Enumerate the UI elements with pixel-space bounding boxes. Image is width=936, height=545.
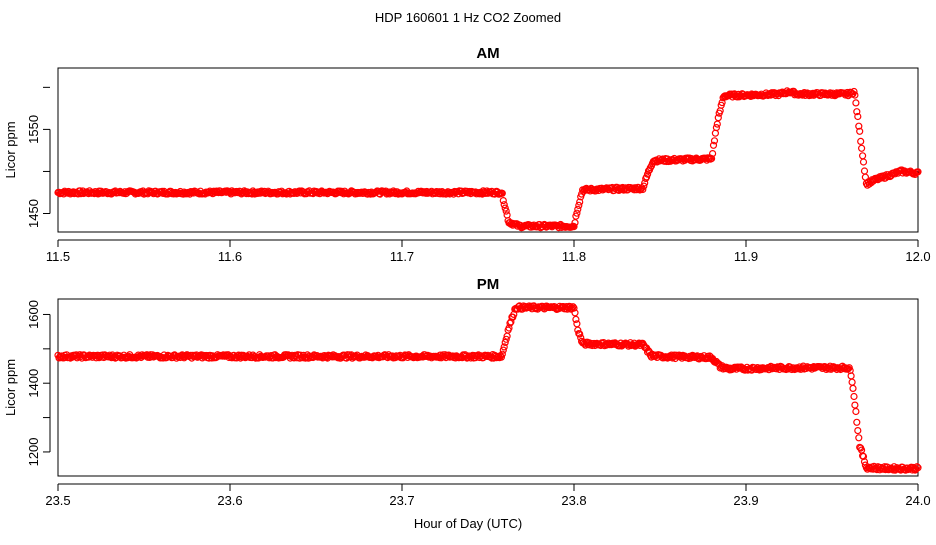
panel-am-data-point — [853, 108, 861, 116]
panel-am-data-point — [640, 182, 648, 190]
panel-pm-data-point — [505, 324, 513, 332]
panel-am-data-point — [857, 137, 865, 145]
panel-am-x-tick-label: 11.9 — [734, 249, 758, 264]
panel-pm-data-point — [854, 427, 862, 435]
panel-am-title: AM — [476, 45, 499, 62]
panel-am-x-tick-label: 11.7 — [390, 249, 414, 264]
panel-am-x-tick-label: 11.5 — [46, 249, 70, 264]
panel-pm-series — [54, 302, 922, 474]
panel-pm-x-tick-label: 23.6 — [217, 493, 242, 508]
panel-pm-plot-frame — [57, 298, 919, 477]
panel-am-data-point — [502, 207, 510, 215]
panel-am-data-point — [499, 197, 507, 205]
panel-am-data-point — [856, 127, 864, 135]
panel-am-series — [54, 87, 922, 232]
panel-am-y-tick-label: 1450 — [26, 199, 41, 228]
panel-pm-data-point — [576, 330, 584, 338]
panel-am-data-point — [710, 137, 719, 145]
panel-pm-data-point — [506, 319, 514, 327]
figure-x-axis-label: Hour of Day (UTC) — [414, 516, 522, 531]
panel-am-data-point — [643, 170, 652, 178]
panel-pm-x-tick-label: 23.9 — [733, 493, 758, 508]
panel-pm-data-point — [569, 303, 577, 311]
figure-title: HDP 160601 1 Hz CO2 Zoomed — [375, 10, 561, 25]
panel-pm-data-point — [853, 418, 861, 426]
panel-am-data-point — [708, 150, 717, 158]
panel-am-data-point — [639, 185, 647, 194]
panel-pm-data-point — [914, 464, 922, 472]
panel-am-data-point — [855, 122, 863, 130]
panel-pm-y-axis-label: Licor ppm — [3, 359, 18, 416]
panel-am-data-point — [914, 168, 922, 176]
panel-pm-data-point — [849, 384, 857, 392]
panel-pm-x-tick-label: 24.0 — [905, 493, 930, 508]
panel-am-data-point — [711, 129, 720, 137]
panel-pm-data-point — [571, 309, 579, 317]
panel-pm-data-point — [848, 378, 856, 386]
panel-pm-data-point — [501, 338, 509, 346]
panel-pm-data-point — [852, 407, 860, 416]
panel-pm-data-point — [574, 326, 582, 334]
panel-am-data-point — [575, 201, 583, 209]
panel-am-data-point — [850, 87, 858, 96]
panel-pm-x-tick-label: 23.7 — [389, 493, 414, 508]
panel-am-data-point — [712, 123, 721, 132]
panel-am-data-point — [500, 201, 508, 209]
panel-am-data-point — [852, 99, 860, 107]
panel-pm-data-point — [498, 350, 506, 358]
panel-am-data-point — [713, 120, 721, 128]
panel-am-data-point — [857, 144, 866, 152]
panel-pm-y-tick-label: 1200 — [26, 437, 41, 466]
panel-pm-data-point — [496, 352, 504, 360]
panel-pm-data-point — [502, 335, 510, 343]
panel-pm-data-point — [570, 304, 578, 312]
panel-am-data-point — [858, 152, 867, 160]
panel-am-y-axis-label: Licor ppm — [3, 121, 18, 178]
panel-pm-data-point — [624, 342, 633, 350]
panel-am-data-point — [718, 98, 726, 107]
panel-pm-data-point — [497, 353, 505, 361]
panel-am-data-point — [714, 114, 722, 122]
panel-am-data-point — [498, 189, 506, 197]
panel-pm-x-tick-label: 23.5 — [45, 493, 70, 508]
panel-pm-data-point — [850, 392, 858, 401]
panel-am-data-point — [571, 219, 579, 227]
panel-am-data-point — [501, 204, 509, 212]
panel-am-data-point — [707, 155, 716, 163]
panel-am-data-point — [851, 91, 859, 99]
panel-am-data-point — [709, 141, 718, 149]
panel-pm-x-tick-label: 23.8 — [561, 493, 586, 508]
panel-am-plot-frame — [57, 67, 919, 233]
panel-am-data-point — [573, 209, 581, 217]
panel-am-x-tick-label: 11.8 — [562, 249, 586, 264]
panel-am-y-tick-label: 1550 — [26, 115, 41, 144]
panel-am-data-point — [572, 212, 580, 220]
panel-am-data-point — [576, 198, 584, 206]
panel-pm-y-tick-label: 1600 — [26, 300, 41, 329]
panel-pm-data-point — [500, 343, 508, 351]
panel-pm-y-tick-label: 1400 — [26, 369, 41, 398]
panel-am-data-point — [859, 158, 868, 166]
panel-pm-data-point — [72, 351, 80, 359]
panel-am-data-point — [854, 112, 862, 121]
panel-pm-data-point — [844, 365, 852, 373]
panel-pm-data-point — [913, 463, 921, 471]
panel-am-data-point — [574, 205, 582, 213]
panel-am-data-point — [503, 211, 511, 219]
panel-pm-data-point — [851, 401, 859, 409]
panel-pm-data-point — [855, 434, 863, 442]
panel-am-data-point — [570, 223, 578, 231]
panel-pm-data-point — [644, 347, 653, 355]
panel-pm-title: PM — [477, 276, 500, 293]
panel-am-data-point — [860, 167, 869, 175]
panel-am-x-tick-label: 12.0 — [905, 249, 930, 264]
panel-pm-data-point — [499, 346, 507, 354]
panel-am-x-tick-label: 11.6 — [218, 249, 242, 264]
panel-pm-data-point — [572, 315, 580, 323]
